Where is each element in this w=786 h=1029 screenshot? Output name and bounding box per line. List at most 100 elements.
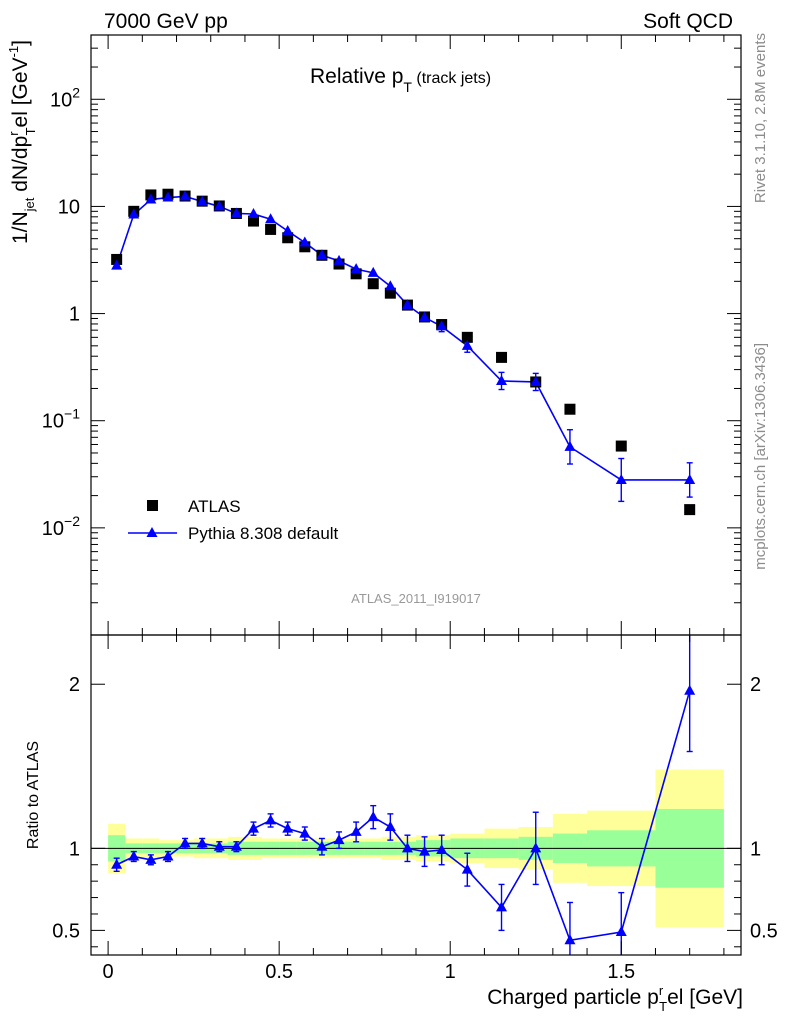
ratio-marker	[350, 825, 362, 836]
ratio-marker	[265, 814, 277, 825]
top-axis-ticks: 102 10 1 10−1 10−2	[42, 35, 741, 636]
atlas-marker	[615, 440, 627, 452]
atlas-marker	[248, 215, 259, 227]
pythia-marker	[684, 473, 696, 484]
ratio-y-tick-label-right: 2	[750, 674, 761, 696]
atlas-marker	[496, 351, 508, 363]
pythia-marker	[461, 339, 473, 350]
top-panel: 102 10 1 10−1 10−2	[42, 34, 742, 636]
legend-atlas-marker	[147, 500, 158, 511]
pythia-marker	[367, 266, 379, 277]
pythia-marker	[564, 440, 576, 451]
legend-atlas-label: ATLAS	[188, 497, 241, 516]
ratio-y-tick-label: 0.5	[52, 920, 80, 942]
atlas-marker	[367, 278, 379, 290]
ratio-marker	[496, 901, 508, 912]
ratio-y-axis-label: Ratio to ATLAS	[25, 741, 42, 849]
plot-title-suffix: (track jets)	[412, 70, 491, 87]
x-tick-label: 1.5	[607, 961, 635, 983]
top-y-tick-label: 10−1	[42, 406, 80, 433]
pythia-marker	[265, 213, 277, 224]
x-tick-label: 0.5	[265, 961, 293, 983]
ratio-marker	[316, 840, 328, 851]
legend-pythia-label: Pythia 8.308 default	[188, 524, 339, 543]
header-right: Soft QCD	[643, 10, 733, 33]
legend: ATLAS Pythia 8.308 default	[128, 497, 339, 543]
atlas-marker	[684, 504, 696, 516]
ratio-panel: 0.5 0.5 1 1 2 2 0 0.5 1 1.5	[52, 634, 778, 983]
x-axis-label: Charged particle pr Tel [GeV]	[487, 983, 743, 1014]
x-tick-label: 0	[103, 961, 114, 983]
pythia-marker	[179, 190, 191, 201]
pythia-marker	[530, 375, 542, 386]
ratio-marker	[564, 934, 576, 945]
ratio-marker	[367, 811, 379, 822]
ratio-frame	[90, 634, 742, 956]
ratio-marker	[530, 842, 542, 853]
pythia-marker	[196, 195, 208, 206]
top-y-axis-label: 1/Njet dN/dpr Tel [GeV-1]	[6, 40, 38, 244]
pythia-marker	[299, 236, 311, 247]
ratio-marker	[248, 822, 259, 833]
atlas-marker	[350, 268, 362, 280]
pythia-marker	[350, 263, 362, 274]
pythia-line	[115, 195, 690, 481]
legend-pythia-marker	[146, 527, 158, 537]
pythia-marker	[384, 280, 396, 291]
pythia-marker	[316, 249, 328, 260]
pythia-marker	[333, 254, 345, 265]
atlas-marker	[299, 241, 311, 253]
header-left: 7000 GeV pp	[104, 10, 228, 33]
ratio-marker	[401, 842, 413, 853]
ratio-marker	[436, 843, 448, 854]
ratio-marker	[213, 840, 225, 851]
x-tick-label: 1	[445, 961, 456, 983]
top-y-tick-label: 10−2	[42, 513, 80, 540]
ratio-y-tick-label: 2	[69, 674, 80, 696]
rivet-label: Rivet 3.1.10, 2.8M events	[752, 33, 769, 203]
atlas-marker	[265, 223, 277, 235]
pythia-marker	[496, 374, 508, 385]
plot-title: Relative pT (track jets)	[310, 65, 491, 95]
pythia-marker	[419, 311, 431, 322]
ratio-marker	[615, 926, 627, 937]
ratio-marker	[230, 840, 242, 851]
ratio-marker	[196, 837, 208, 848]
atlas-marker	[282, 232, 294, 244]
analysis-id: ATLAS_2011_I919017	[351, 591, 481, 606]
ratio-marker	[384, 821, 396, 831]
ratio-marker	[111, 858, 123, 869]
pythia-marker	[162, 191, 174, 202]
ratio-axis-ticks: 0.5 0.5 1 1 2 2 0 0.5 1 1.5	[52, 635, 778, 983]
top-y-tick-label: 102	[50, 84, 80, 111]
pythia-marker	[436, 320, 448, 331]
ratio-marker	[684, 684, 696, 695]
ratio-marker	[333, 834, 345, 845]
pythia-marker	[111, 259, 123, 270]
atlas-marker	[564, 403, 576, 415]
top-series-layer	[111, 188, 696, 516]
pythia-marker	[248, 207, 259, 218]
top-y-tick-label: 1	[69, 304, 80, 326]
ratio-marker	[299, 827, 311, 838]
pythia-marker	[128, 208, 140, 219]
ratio-y-tick-label-right: 1	[750, 838, 761, 860]
ratio-marker	[282, 822, 294, 833]
ratio-marker	[179, 837, 191, 848]
ratio-marker	[162, 850, 174, 861]
ratio-marker	[128, 850, 140, 861]
top-frame	[90, 34, 742, 636]
pythia-marker	[615, 473, 627, 484]
ratio-y-tick-label-right: 0.5	[750, 920, 778, 942]
pythia-marker	[145, 193, 157, 204]
mcplots-label: mcplots.cern.ch [arXiv:1306.3436]	[752, 343, 769, 570]
top-y-tick-label: 10	[58, 196, 80, 218]
pythia-marker	[230, 207, 242, 218]
ratio-marker	[419, 845, 431, 856]
pythia-marker	[401, 299, 413, 310]
atlas-marker	[111, 253, 123, 265]
ratio-series-layer	[111, 635, 696, 955]
ratio-marker	[461, 863, 473, 874]
